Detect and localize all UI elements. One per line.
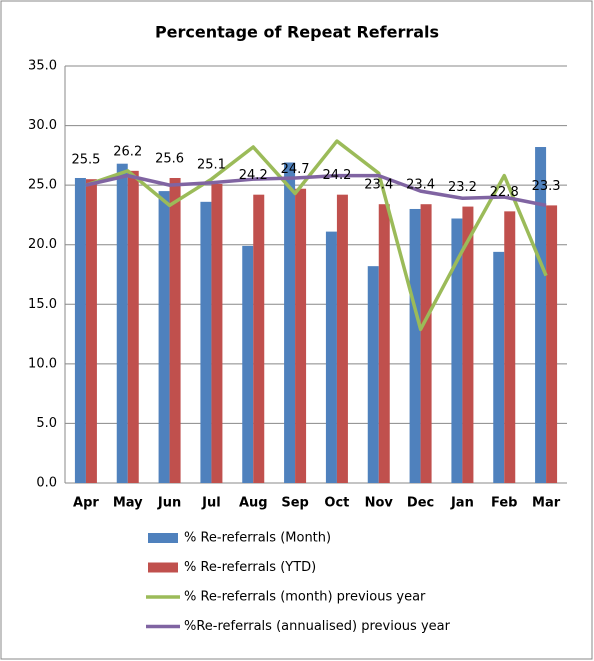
- bar: [420, 204, 432, 483]
- data-label: 25.6: [155, 151, 184, 166]
- data-label: 25.1: [197, 157, 226, 172]
- data-label: 22.8: [490, 185, 519, 200]
- y-tick-label: 20.0: [28, 237, 57, 252]
- bar: [367, 266, 379, 483]
- bar: [200, 201, 212, 483]
- data-label: 23.4: [406, 178, 435, 193]
- data-label: 23.2: [448, 180, 477, 195]
- bar: [284, 162, 296, 483]
- x-tick-label: Dec: [407, 496, 434, 511]
- x-tick-label: Jan: [450, 496, 474, 511]
- bar: [85, 179, 97, 483]
- x-tick-label: Apr: [73, 496, 99, 511]
- y-tick-label: 0.0: [36, 476, 57, 491]
- bar: [169, 177, 181, 483]
- bar: [242, 245, 254, 483]
- bar: [462, 206, 474, 484]
- bar: [451, 218, 463, 483]
- x-tick-label: Jul: [201, 496, 221, 511]
- bar: [295, 188, 307, 483]
- data-label: 25.5: [71, 153, 100, 168]
- data-label: 24.2: [322, 168, 351, 183]
- chart-title: Percentage of Repeat Referrals: [155, 23, 439, 42]
- bar: [211, 183, 223, 484]
- x-tick-label: Nov: [365, 496, 394, 511]
- y-tick-label: 30.0: [28, 118, 57, 133]
- x-tick-label: Mar: [532, 496, 561, 511]
- bar: [127, 170, 139, 484]
- line: [85, 139, 548, 332]
- legend-label: %Re-referrals (annualised) previous year: [184, 619, 451, 634]
- x-tick-label: Sep: [281, 496, 309, 511]
- y-tick-label: 15.0: [28, 297, 57, 312]
- line: [85, 173, 547, 208]
- bar: [325, 231, 337, 483]
- bar: [378, 204, 390, 483]
- bar: [74, 177, 86, 483]
- y-tick-label: 10.0: [28, 356, 57, 371]
- data-label: 24.7: [281, 162, 310, 177]
- bar: [158, 191, 170, 483]
- data-label: 24.2: [239, 168, 268, 183]
- data-label: 26.2: [113, 144, 142, 159]
- legend-label: % Re-referrals (YTD): [184, 560, 316, 575]
- legend-swatch: [148, 562, 178, 573]
- x-tick-label: Jun: [157, 496, 181, 511]
- x-tick-label: Aug: [239, 496, 268, 511]
- x-tick-label: May: [113, 496, 143, 511]
- y-tick-label: 5.0: [36, 416, 57, 431]
- bar: [535, 147, 547, 483]
- bar: [336, 194, 348, 483]
- bar: [504, 211, 516, 483]
- x-tick-label: Oct: [324, 496, 349, 511]
- legend-label: % Re-referrals (Month): [184, 531, 331, 546]
- data-label: 23.3: [532, 179, 561, 194]
- bar: [409, 208, 421, 483]
- legend-swatch: [148, 533, 178, 543]
- legend-label: % Re-referrals (month) previous year: [184, 590, 426, 605]
- bar: [253, 194, 265, 483]
- y-tick-label: 35.0: [28, 59, 57, 74]
- data-label: 23.4: [364, 178, 393, 193]
- x-tick-label: Feb: [491, 496, 517, 511]
- bar: [493, 251, 505, 483]
- y-tick-label: 25.0: [28, 178, 57, 193]
- bar: [116, 163, 128, 483]
- bar: [546, 205, 558, 483]
